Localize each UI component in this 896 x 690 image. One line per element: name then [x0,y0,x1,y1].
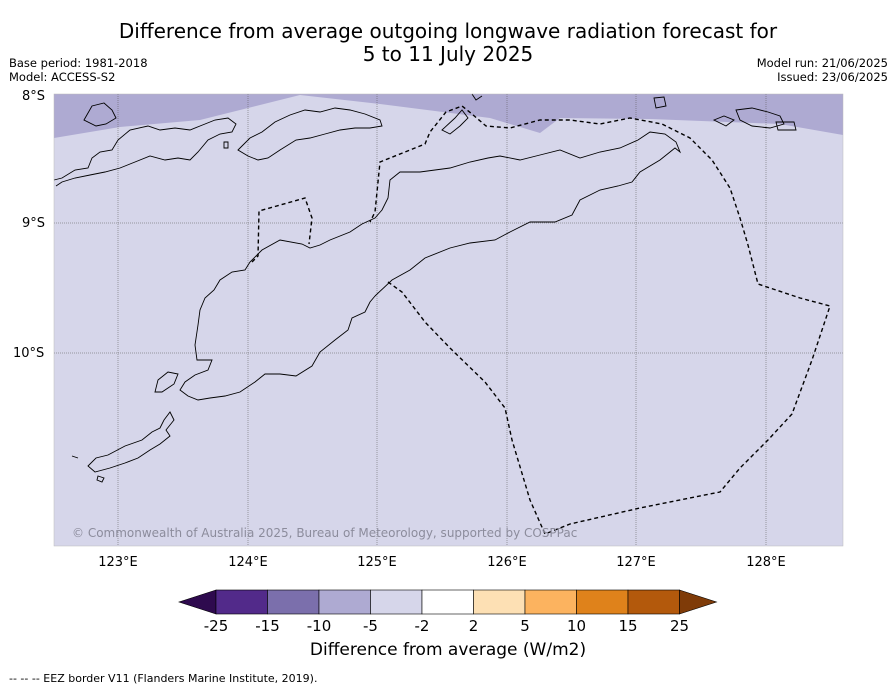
coastlines [53,93,797,483]
eez-border-west [251,197,313,263]
colorbar-tick-label: -15 [255,617,280,635]
colorbar-segment [215,589,268,615]
colorbar-segment [627,589,680,615]
colorbar-segment [524,589,577,615]
colorbar-extend-low [178,589,217,615]
lon-label-127e: 127°E [616,555,656,570]
colorbar-segment [473,589,526,615]
coast-islet-3 [653,96,667,109]
eez-footnote: -- -- -- EEZ border V11 (Flanders Marine… [9,672,318,685]
colorbar-segment [421,589,474,615]
coast-islet-10 [96,475,105,483]
eez-borders [251,105,831,535]
colorbar-segment [267,589,320,615]
map-background [54,94,843,546]
meta-left: Base period: 1981-2018 Model: ACCESS-S2 [9,56,148,84]
coast-islet-4 [735,107,785,129]
lon-label-123e: 123°E [98,555,138,570]
grid-lines [54,94,843,546]
lon-label-126e: 126°E [487,555,527,570]
title-line-1: Difference from average outgoing longwav… [118,19,778,43]
coast-islet-9 [71,411,175,473]
colorbar-title: Difference from average (W/m2) [309,640,587,660]
coast-flores [53,117,237,187]
colorbar-segment [370,589,423,615]
coast-islet-5 [712,115,735,127]
colorbar-tick-label: 10 [567,617,586,635]
colorbar-tick-label: 5 [520,617,530,635]
colorbar-tick-label: -2 [415,617,430,635]
colorbar-tick-label: 25 [670,617,689,635]
anomaly-band [54,94,843,138]
colorbar: -25 -15 -10 -5 -2 2 5 10 15 25 [178,589,718,635]
copyright-notice: © Commonwealth of Australia 2025, Bureau… [72,526,578,540]
lat-label-9s: 9°S [22,216,45,231]
map-frame [53,93,844,547]
title-line-2: 5 to 11 July 2025 [362,42,534,66]
colorbar-extend-high [679,589,718,615]
model-run: Model run: 21/06/2025 [756,56,888,70]
coast-islet-8 [154,371,179,393]
coast-islet-6 [775,121,797,131]
colorbar-tick-label: -5 [363,617,378,635]
colorbar-tick-label: -10 [307,617,332,635]
lon-label-128e: 128°E [746,555,786,570]
colorbar-tick-label: -25 [204,617,229,635]
coast-islet-1 [83,102,117,127]
coast-islet-7 [471,93,483,101]
coast-flores-east [237,107,383,161]
colorbar-tick-label: 15 [618,617,637,635]
chart-title: Difference from average outgoing longwav… [0,20,896,66]
eez-border-main [369,105,831,535]
lon-label-124e: 124°E [228,555,268,570]
colorbar-segment [318,589,371,615]
lat-label-10s: 10°S [13,346,44,361]
coast-islet-2 [441,109,469,135]
base-period: Base period: 1981-2018 [9,56,148,70]
model-name: Model: ACCESS-S2 [9,70,116,84]
lon-label-125e: 125°E [357,555,397,570]
colorbar-segment [576,589,629,615]
coast-timor [179,131,682,401]
coast-islet-11 [223,141,229,149]
colorbar-tick-label: 2 [469,617,479,635]
issued-date: Issued: 23/06/2025 [777,70,888,84]
lat-label-8s: 8°S [22,89,45,104]
meta-right: Model run: 21/06/2025 Issued: 23/06/2025 [757,56,888,84]
